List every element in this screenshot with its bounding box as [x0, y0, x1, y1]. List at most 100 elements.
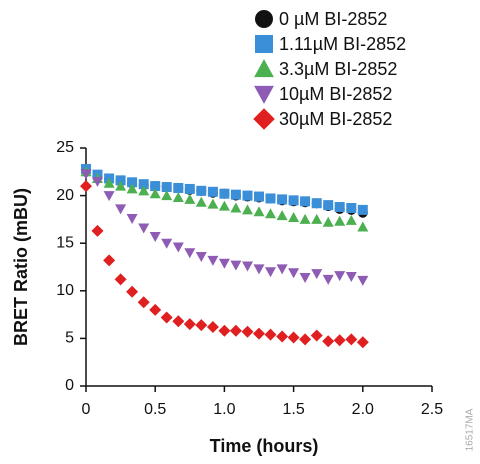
data-point: [149, 188, 161, 199]
data-point: [277, 194, 288, 205]
data-point: [322, 216, 334, 227]
data-point: [288, 195, 299, 206]
legend-marker: [255, 35, 273, 53]
data-point: [357, 275, 369, 286]
data-point: [264, 328, 277, 341]
x-tick-label: 0: [82, 401, 91, 418]
data-point: [230, 189, 241, 200]
x-tick-label: 1.0: [213, 401, 235, 418]
data-point: [241, 325, 254, 338]
data-point: [195, 196, 207, 207]
data-point: [230, 202, 242, 213]
data-point: [323, 200, 334, 211]
data-point: [103, 177, 115, 188]
data-point: [115, 175, 126, 186]
data-point: [138, 223, 150, 234]
data-point: [149, 232, 161, 243]
data-point: [91, 224, 104, 237]
data-point: [195, 319, 208, 332]
legend-label: 1.11µM BI-2852: [279, 34, 406, 54]
y-tick-label: 25: [56, 139, 74, 156]
data-point: [115, 204, 127, 215]
y-tick-label: 5: [65, 330, 74, 347]
legend-label: 30µM BI-2852: [279, 109, 392, 129]
data-point: [218, 258, 230, 269]
data-point: [218, 324, 231, 337]
data-point: [311, 198, 322, 209]
data-point: [127, 177, 138, 188]
data-point: [288, 268, 300, 279]
data-point: [195, 252, 207, 263]
data-point: [299, 213, 311, 224]
data-point: [334, 271, 346, 282]
data-point: [276, 210, 288, 221]
data-point: [299, 333, 312, 346]
data-point: [103, 254, 116, 267]
y-tick-label: 0: [65, 377, 74, 394]
data-point: [357, 221, 369, 232]
data-point: [183, 318, 196, 331]
data-point: [276, 330, 289, 343]
data-point: [356, 336, 369, 349]
data-point: [206, 320, 219, 333]
data-point: [334, 215, 346, 226]
data-point: [207, 255, 219, 266]
data-point: [254, 191, 264, 202]
data-point: [126, 213, 138, 224]
data-point: [299, 272, 311, 283]
y-tick-label: 15: [56, 234, 74, 251]
data-point: [80, 180, 92, 193]
data-point: [310, 329, 323, 342]
data-point: [333, 334, 346, 347]
data-point: [253, 206, 265, 217]
data-point: [346, 202, 357, 213]
data-point: [265, 193, 276, 204]
data-point: [196, 185, 207, 196]
data-point: [207, 198, 219, 209]
data-point: [311, 269, 323, 280]
data-point: [161, 182, 172, 193]
data-point: [114, 273, 127, 286]
data-point: [172, 242, 184, 253]
data-point: [322, 335, 335, 348]
data-point: [161, 190, 173, 201]
data-point: [126, 183, 138, 194]
x-tick-label: 2.5: [421, 401, 443, 418]
y-tick-label: 10: [56, 282, 74, 299]
data-point: [218, 200, 230, 211]
data-point: [242, 190, 253, 201]
legend-marker: [254, 59, 274, 78]
data-point: [334, 202, 345, 213]
data-point: [253, 327, 265, 340]
data-point: [345, 272, 357, 283]
x-tick-label: 1.5: [282, 401, 304, 418]
data-point: [115, 180, 127, 191]
figure-code: 16517MA: [465, 408, 476, 451]
data-point: [219, 188, 230, 199]
legend-marker: [254, 85, 274, 104]
data-point: [242, 261, 254, 272]
data-point: [242, 204, 254, 215]
data-point: [345, 214, 357, 225]
data-point: [288, 211, 300, 222]
data-point: [253, 264, 265, 275]
data-point: [91, 176, 103, 187]
legend-label: 0 µM BI-2852: [279, 9, 387, 29]
data-point: [149, 303, 162, 316]
data-point: [184, 248, 196, 259]
data-point: [150, 181, 161, 192]
data-point: [184, 193, 196, 204]
legend-label: 10µM BI-2852: [279, 84, 392, 104]
y-axis-title: BRET Ratio (mBU): [11, 188, 31, 346]
data-point: [229, 324, 242, 337]
data-point: [126, 285, 139, 298]
x-tick-label: 0.5: [144, 401, 166, 418]
data-point: [103, 191, 115, 202]
data-point: [264, 208, 276, 219]
data-point: [264, 267, 276, 278]
data-point: [137, 296, 150, 309]
data-point: [300, 196, 311, 207]
data-point: [160, 311, 173, 324]
data-point: [161, 238, 173, 249]
